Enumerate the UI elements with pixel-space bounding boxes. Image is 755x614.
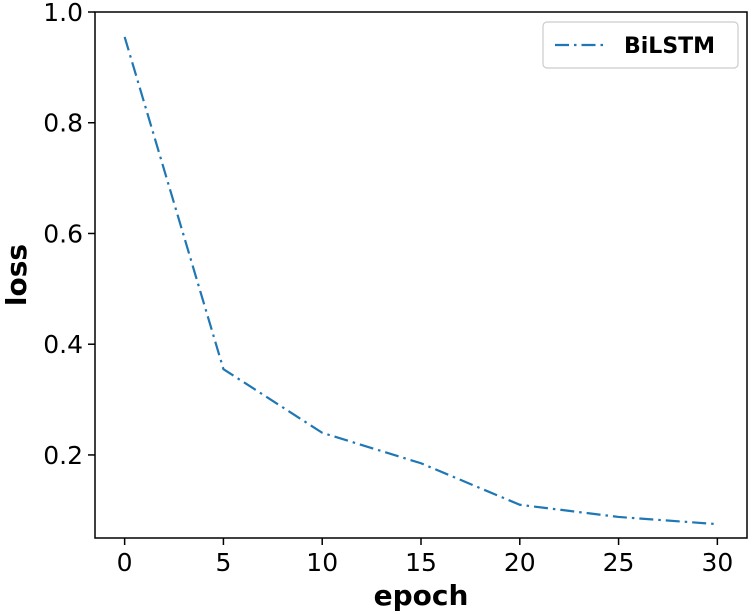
y-tick-label: 1.0	[43, 0, 83, 27]
x-tick-label: 5	[215, 548, 231, 577]
x-tick-label: 30	[701, 548, 733, 577]
y-tick-label: 0.4	[43, 330, 83, 359]
legend-label-bilstm: BiLSTM	[624, 34, 715, 59]
x-tick-label: 0	[117, 548, 133, 577]
x-tick-label: 25	[603, 548, 635, 577]
y-tick-label: 0.8	[43, 109, 83, 138]
series-line-bilstm	[123, 36, 718, 526]
x-axis: 0 5 10 15 20 25 30	[117, 538, 733, 577]
y-tick-label: 0.2	[43, 441, 83, 470]
legend-box	[542, 21, 739, 69]
y-axis: 0.2 0.4 0.6 0.8 1.0	[43, 0, 95, 470]
y-axis-label: loss	[0, 244, 33, 306]
y-tick-label: 0.6	[43, 219, 83, 248]
x-tick-label: 10	[306, 548, 338, 577]
legend: BiLSTM	[542, 21, 739, 69]
plot-area	[94, 11, 748, 539]
x-tick-label: 15	[405, 548, 437, 577]
x-axis-label: epoch	[374, 579, 469, 612]
series-layer	[123, 36, 718, 526]
x-tick-label: 20	[504, 548, 536, 577]
